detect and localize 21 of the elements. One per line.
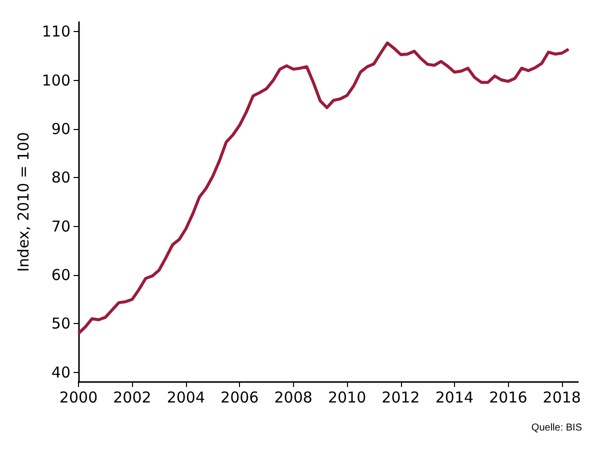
y-tick-label: 100 — [42, 71, 71, 90]
source-note: Quelle: BIS — [531, 422, 582, 434]
y-tick-label: 60 — [51, 266, 71, 284]
line-series — [77, 41, 570, 335]
x-tick-label: 2006 — [220, 388, 259, 406]
y-tick-label: 90 — [51, 120, 71, 138]
x-tick-label: 2008 — [274, 388, 312, 406]
x-tick-label: 2010 — [328, 388, 366, 406]
y-tick-label: 80 — [51, 168, 71, 187]
x-tick-label: 2004 — [166, 388, 206, 406]
x-tick-label: 2018 — [542, 388, 581, 406]
y-tick-label: 70 — [51, 217, 71, 236]
x-tick-label: 2012 — [382, 388, 420, 406]
x-tick-label: 2000 — [59, 388, 98, 406]
y-tick-label: 50 — [51, 314, 71, 333]
y-tick-label: 40 — [51, 363, 71, 382]
x-tick-label: 2016 — [489, 388, 528, 406]
y-tick-label: 110 — [42, 22, 71, 41]
x-tick-label: 2002 — [113, 388, 152, 406]
x-tick-label: 2014 — [435, 388, 474, 406]
y-axis-title: Index, 2010 = 100 — [14, 132, 32, 272]
